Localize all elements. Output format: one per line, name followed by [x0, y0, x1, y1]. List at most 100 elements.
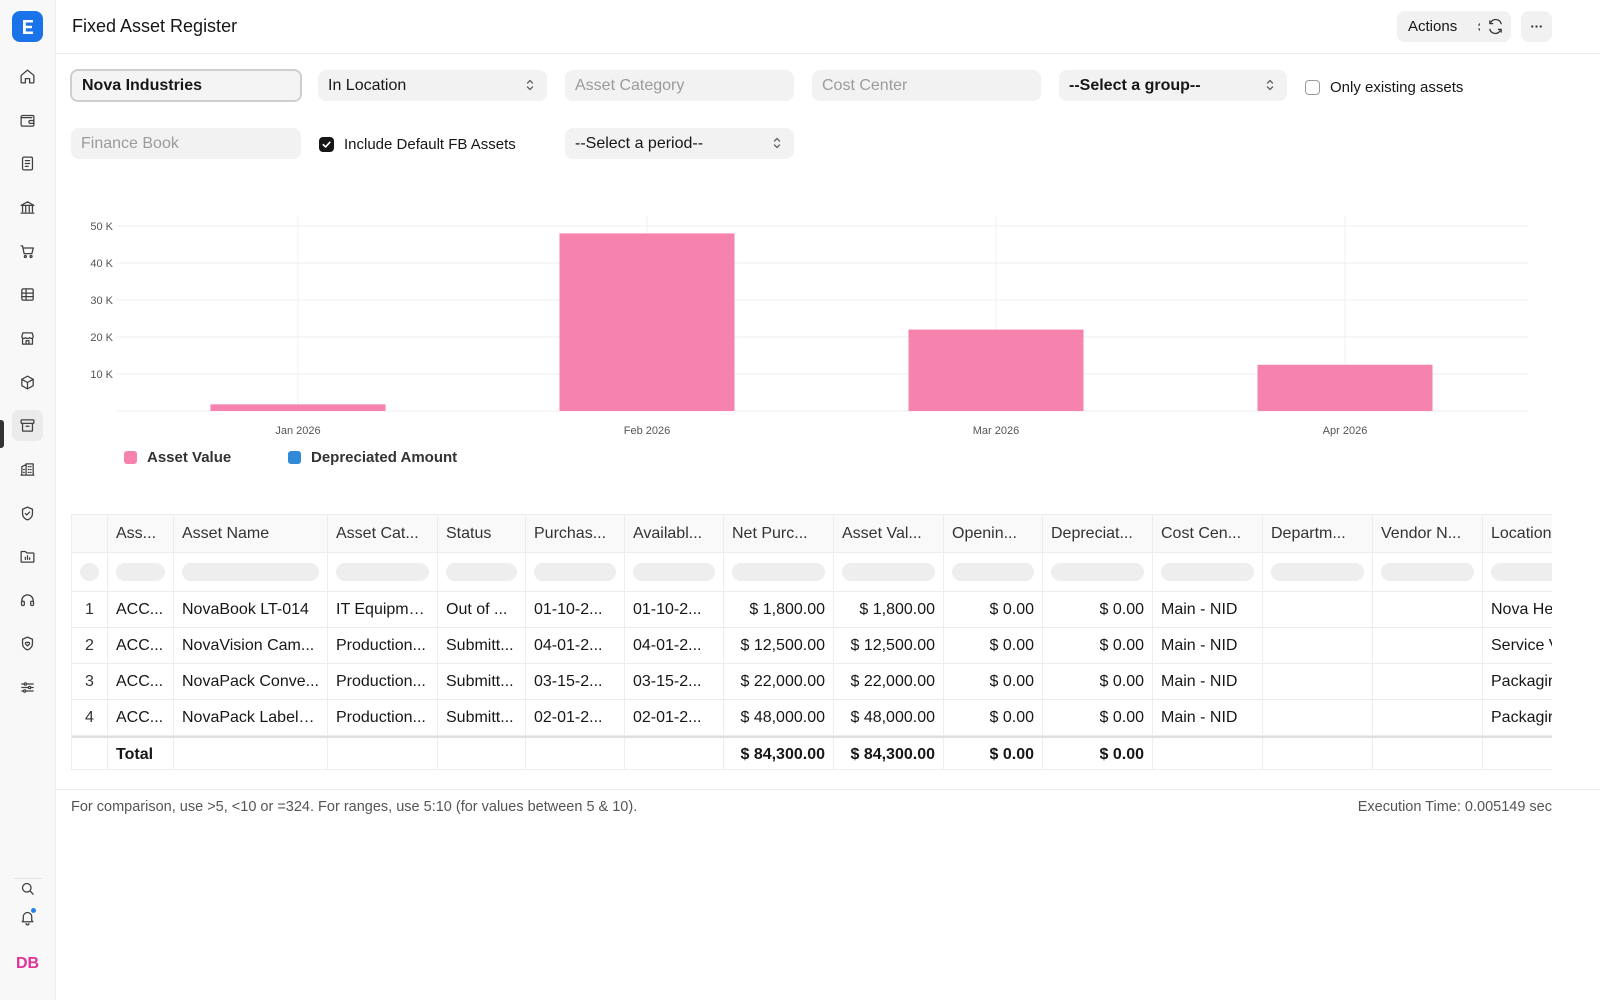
document-icon[interactable] — [12, 148, 43, 179]
more-button[interactable] — [1521, 11, 1552, 42]
column-filter-input[interactable] — [438, 553, 526, 591]
company-field[interactable]: Nova Industries — [70, 69, 302, 102]
table-cell[interactable]: Production... — [328, 664, 438, 699]
table-cell[interactable]: 01-10-2... — [526, 592, 625, 627]
table-cell[interactable]: 04-01-2... — [526, 628, 625, 663]
column-filter-input[interactable] — [1043, 553, 1153, 591]
column-header[interactable]: Cost Cen... — [1153, 515, 1263, 552]
column-header[interactable]: Availabl... — [625, 515, 724, 552]
table-cell[interactable]: $ 0.00 — [944, 628, 1043, 663]
archive-icon[interactable] — [12, 410, 43, 441]
column-filter-input[interactable] — [1483, 553, 1552, 591]
table-cell[interactable]: 04-01-2... — [625, 628, 724, 663]
table-cell[interactable]: $ 12,500.00 — [724, 628, 834, 663]
column-header[interactable]: Asset Name — [174, 515, 328, 552]
table-cell[interactable]: NovaPack Conve... — [174, 664, 328, 699]
column-header[interactable]: Ass... — [108, 515, 174, 552]
column-filter-input[interactable] — [328, 553, 438, 591]
table-cell[interactable]: $ 12,500.00 — [834, 628, 944, 663]
table-cell[interactable]: Submitt... — [438, 700, 526, 735]
include-default-fb-toggle[interactable]: Include Default FB Assets — [319, 136, 516, 153]
column-filter-input[interactable] — [1373, 553, 1483, 591]
table-cell[interactable]: $ 0.00 — [1043, 592, 1153, 627]
column-header[interactable]: Depreciat... — [1043, 515, 1153, 552]
table-cell[interactable] — [1263, 664, 1373, 699]
table-cell[interactable]: Main - NID — [1153, 664, 1263, 699]
column-header[interactable]: Status — [438, 515, 526, 552]
table-cell[interactable] — [1263, 700, 1373, 735]
legend-item-depreciated-amount[interactable]: Depreciated Amount — [288, 449, 457, 466]
table-cell[interactable]: Submitt... — [438, 628, 526, 663]
table-cell[interactable] — [1263, 628, 1373, 663]
store-icon[interactable] — [12, 323, 43, 354]
table-cell[interactable]: $ 0.00 — [944, 700, 1043, 735]
building-icon[interactable] — [12, 454, 43, 485]
table-cell[interactable]: 03-15-2... — [625, 664, 724, 699]
asset-category-field[interactable]: Asset Category — [565, 70, 794, 101]
table-cell[interactable]: Submitt... — [438, 664, 526, 699]
bell-icon[interactable] — [12, 902, 43, 933]
table-cell[interactable]: $ 48,000.00 — [834, 700, 944, 735]
table-cell[interactable]: $ 1,800.00 — [724, 592, 834, 627]
table-cell[interactable]: $ 48,000.00 — [724, 700, 834, 735]
table-cell[interactable]: IT Equipme... — [328, 592, 438, 627]
column-header[interactable]: Openin... — [944, 515, 1043, 552]
group-by-select[interactable]: --Select a group-- — [1059, 70, 1287, 101]
column-header[interactable]: Vendor N... — [1373, 515, 1483, 552]
search-icon[interactable] — [12, 873, 43, 904]
only-existing-checkbox[interactable] — [1305, 80, 1320, 95]
table-cell[interactable]: NovaBook LT-014 — [174, 592, 328, 627]
home-icon[interactable] — [12, 61, 43, 92]
table-cell[interactable]: Out of ... — [438, 592, 526, 627]
cart-icon[interactable] — [12, 236, 43, 267]
column-header[interactable]: Departm... — [1263, 515, 1373, 552]
column-filter-input[interactable] — [944, 553, 1043, 591]
table-cell[interactable]: NovaPack Labele... — [174, 700, 328, 735]
table-cell[interactable] — [1263, 592, 1373, 627]
column-filter-input[interactable] — [1263, 553, 1373, 591]
table-cell[interactable]: Main - NID — [1153, 628, 1263, 663]
table-cell[interactable]: ACC... — [108, 592, 174, 627]
cost-center-field[interactable]: Cost Center — [812, 70, 1041, 101]
wallet-icon[interactable] — [12, 105, 43, 136]
table-cell[interactable]: Production... — [328, 700, 438, 735]
table-cell[interactable]: $ 22,000.00 — [834, 664, 944, 699]
column-header[interactable]: Net Purc... — [724, 515, 834, 552]
table-cell[interactable] — [1373, 700, 1483, 735]
column-filter-input[interactable] — [108, 553, 174, 591]
table-cell[interactable]: 02-01-2... — [526, 700, 625, 735]
table-cell[interactable]: Main - NID — [1153, 700, 1263, 735]
include-default-fb-checkbox[interactable] — [319, 137, 334, 152]
headset-icon[interactable] — [12, 585, 43, 616]
table-cell[interactable]: Nova He — [1483, 592, 1552, 627]
table-cell[interactable]: ACC... — [108, 664, 174, 699]
table-cell[interactable] — [1373, 628, 1483, 663]
table-cell[interactable]: Main - NID — [1153, 592, 1263, 627]
app-logo[interactable] — [12, 11, 43, 42]
column-filter-input[interactable] — [174, 553, 328, 591]
table-cell[interactable]: ACC... — [108, 628, 174, 663]
column-header[interactable]: Asset Val... — [834, 515, 944, 552]
column-filter-input[interactable] — [625, 553, 724, 591]
column-filter-input[interactable] — [1153, 553, 1263, 591]
table-cell[interactable]: Packagir — [1483, 664, 1552, 699]
column-filter-input[interactable] — [834, 553, 944, 591]
column-filter-input[interactable] — [724, 553, 834, 591]
shield-icon[interactable] — [12, 498, 43, 529]
table-cell[interactable]: $ 1,800.00 — [834, 592, 944, 627]
table-cell[interactable]: $ 0.00 — [944, 592, 1043, 627]
sliders-icon[interactable] — [12, 672, 43, 703]
user-avatar[interactable]: DB — [15, 955, 40, 972]
table-cell[interactable] — [1373, 664, 1483, 699]
table-cell[interactable]: Service V — [1483, 628, 1552, 663]
only-existing-assets-toggle[interactable]: Only existing assets — [1305, 79, 1463, 96]
table-cell[interactable]: NovaVision Cam... — [174, 628, 328, 663]
table-cell[interactable]: $ 22,000.00 — [724, 664, 834, 699]
column-header[interactable]: Purchas... — [526, 515, 625, 552]
status-select[interactable]: In Location — [318, 70, 547, 101]
table-cell[interactable]: $ 0.00 — [1043, 664, 1153, 699]
table-cell[interactable]: 02-01-2... — [625, 700, 724, 735]
column-header[interactable]: Location — [1483, 515, 1552, 552]
column-header[interactable]: Asset Cat... — [328, 515, 438, 552]
bank-icon[interactable] — [12, 192, 43, 223]
